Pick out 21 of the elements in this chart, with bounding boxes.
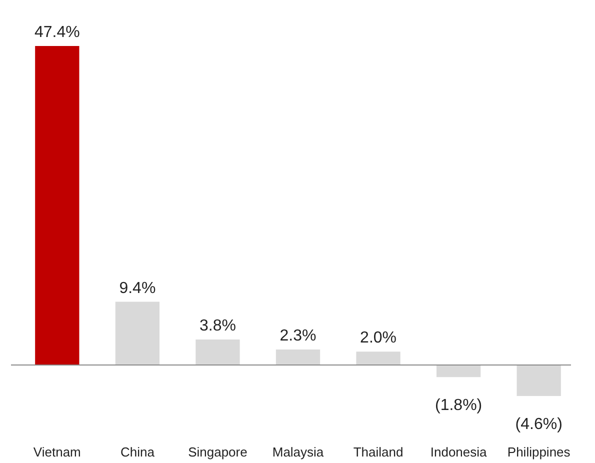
x-tick-label: China bbox=[120, 444, 156, 460]
x-tick-label: Malaysia bbox=[272, 444, 324, 460]
data-label: 2.0% bbox=[360, 330, 397, 347]
data-label: 47.4% bbox=[34, 24, 80, 41]
x-tick-label: Philippines bbox=[507, 444, 571, 460]
x-tick-label: Singapore bbox=[188, 444, 248, 460]
bar bbox=[436, 365, 481, 378]
bar bbox=[516, 365, 561, 396]
data-label: 3.8% bbox=[199, 317, 236, 334]
data-label: (1.8%) bbox=[434, 397, 482, 414]
bar bbox=[196, 339, 240, 366]
bar bbox=[115, 302, 160, 366]
data-label: (4.6%) bbox=[515, 416, 562, 433]
bar bbox=[276, 350, 320, 366]
x-tick-label: Indonesia bbox=[430, 444, 488, 460]
x-tick-label: Thailand bbox=[353, 444, 404, 460]
bar bbox=[35, 46, 80, 366]
data-label: 2.3% bbox=[280, 328, 316, 345]
bar bbox=[356, 352, 400, 366]
data-label: 9.4% bbox=[119, 280, 156, 297]
x-tick-label: Vietnam bbox=[33, 444, 81, 460]
